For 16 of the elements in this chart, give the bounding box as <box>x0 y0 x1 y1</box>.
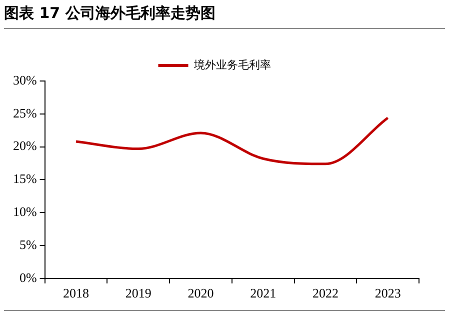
x-tick-label: 2018 <box>63 286 90 301</box>
y-tick-label: 5% <box>19 236 37 252</box>
y-tick-label: 30% <box>12 72 37 88</box>
x-tick-label: 2021 <box>250 286 276 301</box>
y-tick-label: 25% <box>12 105 37 120</box>
line-series <box>74 116 390 166</box>
y-tick-label: 0% <box>19 270 37 285</box>
chart-title: 图表 17 公司海外毛利率走势图 <box>4 4 445 29</box>
x-tick-label: 2020 <box>188 286 214 301</box>
legend-label: 境外业务毛利率 <box>192 58 271 72</box>
y-tick-label: 15% <box>12 171 37 186</box>
x-tick-label: 2022 <box>312 286 338 301</box>
y-tick-label: 10% <box>12 204 37 220</box>
y-tick-label: 20% <box>12 138 37 154</box>
x-tick-label: 2023 <box>374 286 401 301</box>
x-tick-label: 2019 <box>125 286 152 301</box>
